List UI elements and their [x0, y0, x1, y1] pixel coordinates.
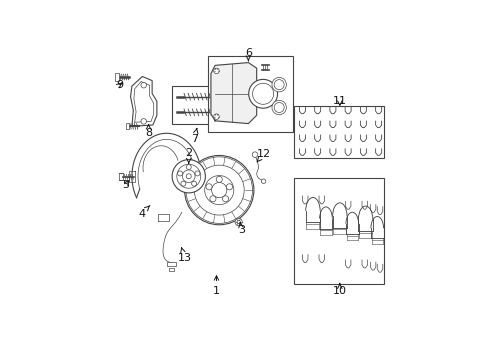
Circle shape [177, 164, 201, 188]
Circle shape [205, 176, 234, 205]
Circle shape [274, 80, 284, 90]
Circle shape [237, 220, 240, 224]
Circle shape [216, 176, 222, 183]
Bar [294, 177, 384, 284]
Text: 11: 11 [333, 96, 347, 107]
Text: 12: 12 [257, 149, 270, 162]
Circle shape [214, 68, 219, 74]
Bar [168, 262, 176, 266]
Circle shape [182, 170, 195, 183]
Text: 13: 13 [177, 247, 192, 263]
Circle shape [186, 165, 191, 170]
Circle shape [252, 83, 273, 104]
Circle shape [185, 156, 254, 225]
Circle shape [214, 114, 219, 120]
Circle shape [261, 179, 266, 184]
Text: 1: 1 [213, 276, 220, 296]
Circle shape [195, 165, 244, 215]
Circle shape [186, 157, 252, 223]
Bar [170, 268, 174, 270]
Circle shape [252, 152, 258, 157]
Circle shape [172, 159, 205, 193]
Circle shape [141, 118, 147, 124]
Circle shape [177, 171, 183, 176]
Bar [172, 86, 218, 123]
Text: 2: 2 [185, 148, 192, 163]
Text: 10: 10 [333, 283, 347, 296]
Circle shape [206, 184, 212, 190]
Circle shape [195, 171, 200, 176]
Circle shape [235, 219, 242, 226]
Circle shape [272, 77, 286, 92]
Bar [208, 56, 293, 132]
Circle shape [249, 79, 277, 108]
Circle shape [181, 181, 186, 186]
Circle shape [192, 181, 196, 186]
Circle shape [186, 174, 191, 179]
Text: 7: 7 [191, 128, 198, 144]
Bar [120, 173, 123, 180]
Text: 6: 6 [245, 48, 252, 61]
Polygon shape [211, 63, 257, 123]
Text: 4: 4 [138, 205, 150, 219]
Circle shape [212, 183, 227, 198]
Text: 8: 8 [145, 125, 152, 138]
Text: 5: 5 [122, 180, 129, 190]
Bar [126, 123, 129, 129]
Circle shape [272, 100, 286, 115]
Text: 3: 3 [238, 222, 245, 235]
Bar [115, 73, 119, 81]
Circle shape [226, 184, 233, 190]
Bar [294, 105, 384, 158]
Circle shape [274, 103, 284, 112]
Circle shape [210, 196, 216, 202]
Circle shape [222, 196, 229, 202]
Circle shape [141, 82, 147, 88]
Text: 9: 9 [116, 80, 123, 90]
